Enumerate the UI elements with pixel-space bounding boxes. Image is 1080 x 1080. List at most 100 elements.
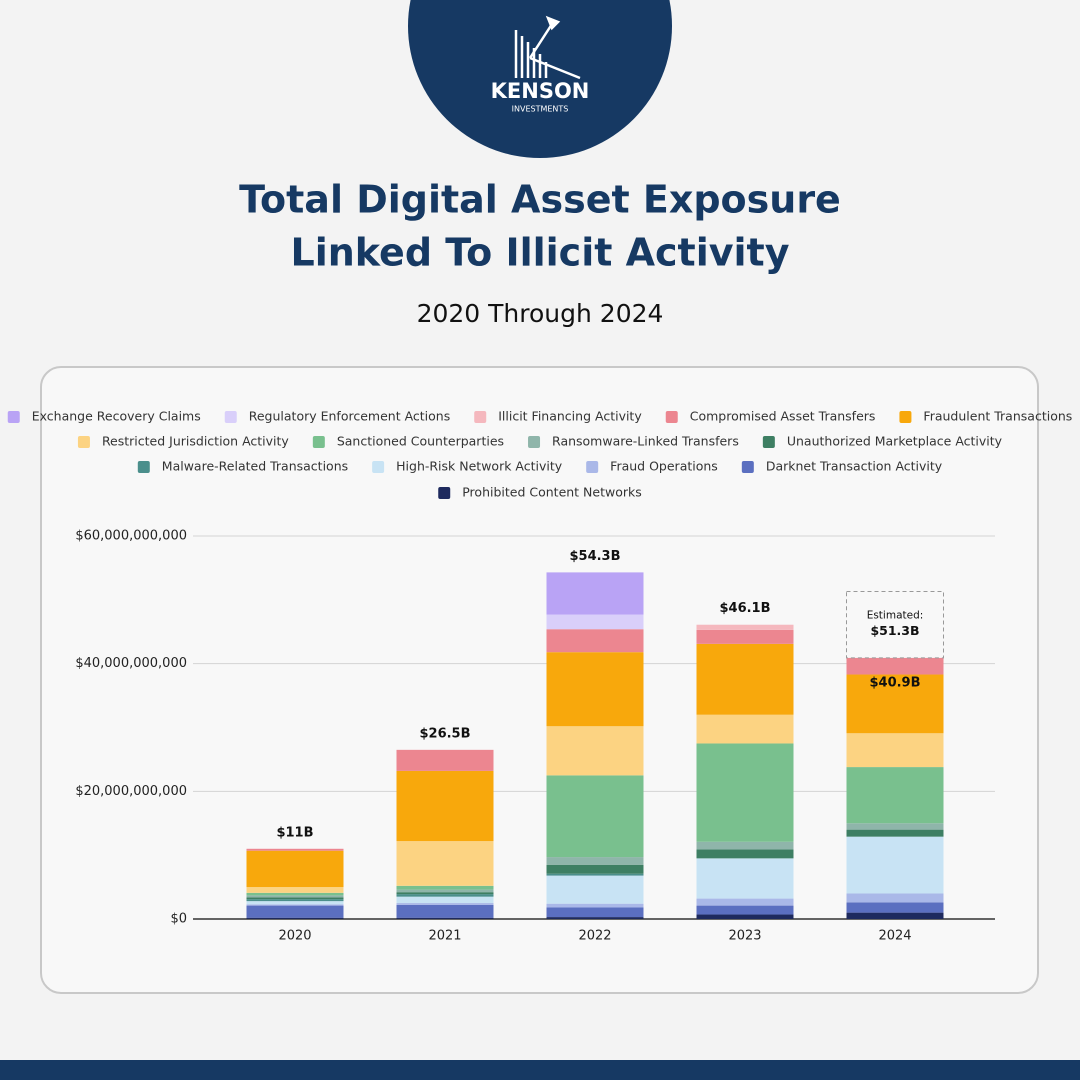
estimate-value: $51.3B — [870, 623, 919, 638]
x-tick-label: 2020 — [278, 929, 311, 944]
legend-label: High-Risk Network Activity — [396, 459, 563, 474]
brand: KENSON — [491, 79, 590, 103]
bar-segment — [546, 652, 644, 727]
legend-label: Fraudulent Transactions — [923, 409, 1072, 424]
legend-label: Prohibited Content Networks — [462, 485, 642, 500]
bar-segment — [396, 749, 494, 771]
bar-segment — [396, 917, 494, 919]
bar-segment — [246, 848, 344, 851]
legend-label: Compromised Asset Transfers — [690, 409, 876, 424]
bar-segment — [696, 629, 794, 644]
bar-segment — [246, 904, 344, 906]
bar-segment — [546, 857, 644, 865]
bar-segment — [546, 873, 644, 876]
legend-label: Malware-Related Transactions — [162, 459, 348, 474]
bar-segment — [396, 896, 494, 904]
bar-segment — [396, 841, 494, 886]
legend-swatch — [137, 461, 150, 473]
legend-label: Regulatory Enforcement Actions — [249, 409, 450, 424]
bar-segment — [696, 858, 794, 899]
legend-swatch — [741, 461, 754, 473]
bar-segment — [246, 850, 344, 888]
bar-segment — [696, 624, 794, 630]
legend-label: Ransomware-Linked Transfers — [552, 434, 739, 449]
bar-segment — [696, 714, 794, 744]
bar-segment — [846, 912, 944, 919]
logo-icon — [514, 15, 581, 80]
legend-label: Sanctioned Counterparties — [337, 434, 504, 449]
legend-label: Illicit Financing Activity — [498, 409, 642, 424]
bar-segment — [846, 823, 944, 830]
bar-segment — [546, 629, 644, 653]
legend-swatch — [312, 436, 325, 448]
bar-segment — [846, 893, 944, 903]
bar-segment — [546, 875, 644, 904]
bar-segment — [246, 901, 344, 905]
bar-segment — [396, 889, 494, 893]
bar-segment — [246, 899, 344, 902]
bar-segment — [396, 885, 494, 890]
legend-swatch — [372, 461, 385, 473]
bar-segment — [246, 892, 344, 896]
legend-label: Restricted Jurisdiction Activity — [102, 434, 289, 449]
estimate-box — [846, 591, 944, 659]
bar-segment — [846, 674, 944, 734]
legend-swatch — [528, 436, 541, 448]
legend-label: Fraud Operations — [610, 459, 718, 474]
chart-title: Linked To Illicit Activity — [291, 231, 790, 275]
estimate-label: Estimated: — [867, 610, 924, 622]
legend-swatch — [224, 411, 237, 423]
bar-segment — [246, 887, 344, 893]
bar-segment — [546, 614, 644, 630]
plot: Exchange Recovery Claims Regulatory Enfor… — [7, 409, 1072, 944]
legend-row: Prohibited Content Networks — [438, 485, 642, 500]
bar-segment — [696, 898, 794, 906]
bar-segment — [846, 902, 944, 913]
x-tick-label: 2023 — [728, 929, 761, 944]
x-tick-label: 2021 — [428, 929, 461, 944]
bar-segment — [846, 657, 944, 675]
y-tick-label: $0 — [170, 912, 187, 927]
total-label: $40.9B — [869, 675, 920, 690]
total-label: $54.3B — [569, 549, 620, 564]
logo-circle — [408, 0, 672, 158]
bar-segment — [396, 892, 494, 895]
total-label: $11B — [276, 825, 313, 840]
bar-segment — [546, 917, 644, 919]
bar-segment — [396, 903, 494, 905]
legend-swatch — [665, 411, 678, 423]
bar-segment — [546, 903, 644, 908]
total-label: $26.5B — [419, 726, 470, 741]
bar-segment — [546, 572, 644, 615]
y-tick-label: $40,000,000,000 — [75, 656, 187, 671]
legend-label: Exchange Recovery Claims — [32, 409, 201, 424]
bar-segment — [696, 849, 794, 859]
bar-segment — [696, 905, 794, 915]
bar-segment — [846, 829, 944, 837]
bar-segment — [696, 743, 794, 842]
bar-segment — [396, 904, 494, 918]
bar-segment — [846, 733, 944, 768]
bar-segment — [696, 643, 794, 715]
legend-swatch — [438, 487, 451, 499]
bar-segment — [696, 914, 794, 919]
bar-segment — [396, 894, 494, 897]
legend-label: Unauthorized Marketplace Activity — [787, 434, 1003, 449]
chart-subtitle: 2020 Through 2024 — [417, 299, 664, 328]
bar-segment — [546, 726, 644, 776]
y-tick-label: $60,000,000,000 — [75, 529, 187, 544]
bar-segment — [546, 907, 644, 918]
chart-title: Total Digital Asset Exposure — [239, 178, 841, 222]
legend-swatch — [77, 436, 90, 448]
bar-segment — [696, 841, 794, 850]
legend-swatch — [762, 436, 775, 448]
total-label: $46.1B — [719, 601, 770, 616]
bar-segment — [546, 864, 644, 874]
bar-segment — [846, 836, 944, 894]
bar-segment — [246, 895, 344, 898]
x-tick-label: 2022 — [578, 929, 611, 944]
bar-segment — [846, 767, 944, 824]
legend-row: Exchange Recovery Claims Regulatory Enfor… — [7, 409, 1072, 424]
